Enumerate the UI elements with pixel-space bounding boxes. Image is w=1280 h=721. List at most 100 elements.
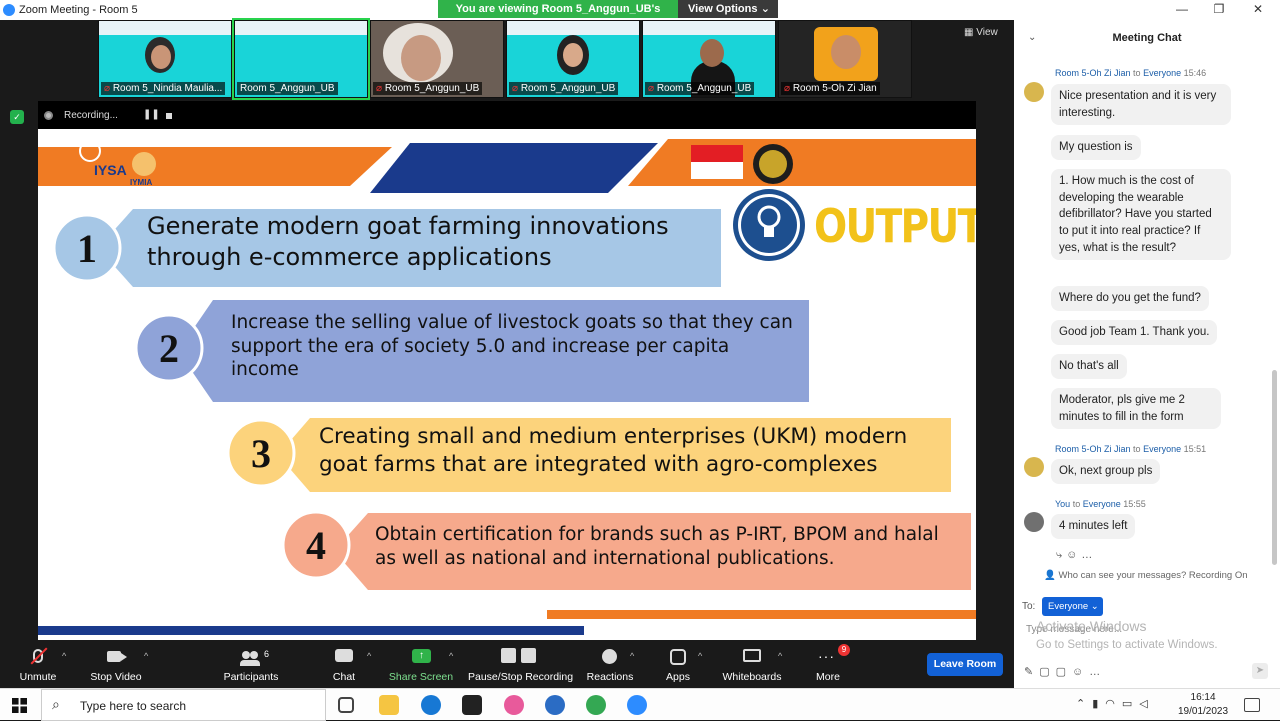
whiteboards-options-caret[interactable]: ^ — [778, 651, 783, 661]
output-bulb-inner — [741, 197, 797, 253]
pause-stop-recording-button[interactable]: Pause/Stop Recording — [468, 640, 573, 688]
chat-message[interactable]: Ok, next group pls — [1051, 459, 1161, 484]
participants-button[interactable]: 6 Participants — [218, 640, 284, 688]
app-icon[interactable] — [545, 695, 565, 715]
iymia-logo-mark — [132, 152, 156, 176]
chat-tools[interactable]: ✎▢▢☺… — [1024, 666, 1107, 678]
task-view-icon[interactable] — [338, 697, 354, 713]
notifications-icon[interactable] — [1244, 698, 1260, 712]
send-icon[interactable]: ➤ — [1252, 663, 1268, 679]
chat-options-caret[interactable]: ^ — [367, 651, 372, 661]
window-title: Zoom Meeting - Room 5 — [19, 4, 138, 16]
flag-red — [691, 145, 743, 162]
chat-message[interactable]: Nice presentation and it is very interes… — [1051, 84, 1231, 126]
security-shield-icon[interactable]: ✓ — [10, 110, 24, 124]
apps-options-caret[interactable]: ^ — [698, 651, 703, 661]
more-badge: 9 — [838, 644, 850, 656]
message-actions[interactable]: ⤷☺… — [1056, 549, 1097, 561]
chat-message[interactable]: No that's all — [1051, 354, 1127, 379]
iysa-logo-text: IYSA — [94, 162, 127, 178]
minimize-button[interactable]: — — [1176, 2, 1188, 16]
taskbar-search[interactable]: ⌕ Type here to search — [41, 689, 326, 721]
view-options-label: View Options — [688, 3, 758, 15]
mail-icon[interactable] — [462, 695, 482, 715]
person-icon: 👤 — [1044, 570, 1056, 581]
smiley-icon — [586, 640, 634, 668]
system-tray[interactable]: ⌃▮◠▭◁ — [1076, 698, 1155, 710]
apps-button[interactable]: Apps — [660, 640, 696, 688]
view-button[interactable]: ▦ View — [964, 27, 998, 38]
message-meta: Room 5-Oh Zi Jian to Everyone 15:51 — [1055, 444, 1207, 454]
item-1-text: Generate modern goat farming innovations… — [147, 212, 669, 271]
leave-room-button[interactable]: Leave Room — [927, 653, 1003, 676]
chat-input[interactable]: Type message here... — [1026, 624, 1123, 635]
whiteboards-button[interactable]: Whiteboards — [718, 640, 786, 688]
chat-button[interactable]: Chat — [324, 640, 364, 688]
participant-tile[interactable]: ⌀ Room 5_Anggun_UB — [642, 20, 776, 98]
participant-tile[interactable]: ⌀ Room 5_Nindia Maulia... — [98, 20, 232, 98]
audio-options-caret[interactable]: ^ — [62, 651, 67, 661]
file-explorer-icon[interactable] — [379, 695, 399, 715]
chat-message[interactable]: 1. How much is the cost of developing th… — [1051, 169, 1231, 261]
item-2-text: Increase the selling value of livestock … — [231, 312, 793, 381]
tile-banner — [235, 21, 367, 35]
edge-icon[interactable] — [421, 695, 441, 715]
chat-message[interactable]: Where do you get the fund? — [1051, 286, 1209, 311]
participant-tile[interactable]: ⌀ Room 5_Anggun_UB — [370, 20, 504, 98]
grid-icon: ▦ — [964, 27, 974, 38]
taskbar-clock[interactable]: 16:14 19/01/2023 — [1178, 692, 1229, 717]
muted-mic-icon: ⌀ — [512, 83, 519, 94]
share-options-caret[interactable]: ^ — [449, 651, 454, 661]
header-navy-band — [370, 143, 658, 193]
chat-message[interactable]: Good job Team 1. Thank you. — [1051, 320, 1218, 345]
chevron-down-icon: ⌄ — [760, 3, 770, 15]
chat-message[interactable]: Moderator, pls give me 2 minutes to fill… — [1051, 388, 1221, 430]
item-4-text: Obtain certification for brands such as … — [375, 524, 939, 569]
chat-panel: ⌄ Meeting Chat Room 5-Oh Zi Jian to Ever… — [1014, 20, 1280, 688]
stop-recording-button[interactable] — [166, 113, 172, 119]
chat-message[interactable]: My question is — [1051, 135, 1141, 160]
muted-mic-icon: ⌀ — [104, 83, 111, 94]
university-seal-inner — [759, 150, 787, 178]
pause-recording-button[interactable]: ❚❚ — [143, 109, 160, 120]
participant-tile[interactable]: Room 5_Anggun_UB — [232, 18, 370, 100]
item-4-number: 4 — [306, 523, 326, 568]
close-button[interactable]: ✕ — [1252, 2, 1264, 16]
participant-tile[interactable]: ⌀ Room 5-Oh Zi Jian — [778, 20, 912, 98]
who-can-see-link[interactable]: 👤 Who can see your messages? Recording O… — [1044, 570, 1248, 581]
chrome-icon[interactable] — [586, 695, 606, 715]
zoom-icon[interactable] — [627, 695, 647, 715]
to-label: To: — [1022, 601, 1036, 612]
collapse-chevron-icon[interactable]: ⌄ — [1028, 32, 1037, 43]
chat-message[interactable]: 4 minutes left — [1051, 514, 1136, 539]
share-screen-button[interactable]: ↑ Share Screen — [388, 640, 454, 688]
reactions-button[interactable]: Reactions — [586, 640, 634, 688]
participant-tile[interactable]: ⌀ Room 5_Anggun_UB — [506, 20, 640, 98]
recipient-dropdown[interactable]: Everyone ⌄ — [1042, 597, 1103, 616]
app-icon[interactable] — [504, 695, 524, 715]
message-meta: Room 5-Oh Zi Jian to Everyone 15:46 — [1055, 68, 1207, 78]
activate-windows-title: Activate Windows — [1036, 618, 1147, 634]
view-options-button[interactable]: View Options ⌄ — [678, 0, 778, 18]
recording-label: Recording... — [64, 110, 118, 121]
reactions-options-caret[interactable]: ^ — [630, 651, 635, 661]
participant-name: Room 5_Anggun_UB — [237, 82, 338, 95]
activate-windows-subtitle: Go to Settings to activate Windows. — [1036, 639, 1218, 651]
participant-name: ⌀ Room 5_Anggun_UB — [509, 82, 619, 95]
chat-scrollbar[interactable] — [1272, 60, 1277, 565]
participant-face — [151, 45, 171, 69]
stop-video-button[interactable]: Stop Video — [86, 640, 146, 688]
item-4-band — [334, 513, 971, 590]
share-screen-icon: ↑ — [388, 640, 454, 668]
participant-strip: ⌀ Room 5_Nindia Maulia... Room 5_Anggun_… — [98, 18, 912, 100]
muted-mic-icon: ⌀ — [784, 83, 791, 94]
more-button[interactable]: ··· 9 More — [810, 640, 850, 688]
video-options-caret[interactable]: ^ — [144, 651, 149, 661]
unmute-button[interactable]: Unmute — [14, 640, 62, 688]
scrollbar-thumb[interactable] — [1272, 370, 1277, 565]
item-3-number: 3 — [251, 431, 271, 476]
windows-start-icon[interactable] — [12, 698, 27, 713]
chat-title: Meeting Chat — [1112, 32, 1182, 44]
maximize-button[interactable]: ❐ — [1213, 2, 1225, 16]
iymia-logo-text: IYMIA — [130, 178, 153, 187]
